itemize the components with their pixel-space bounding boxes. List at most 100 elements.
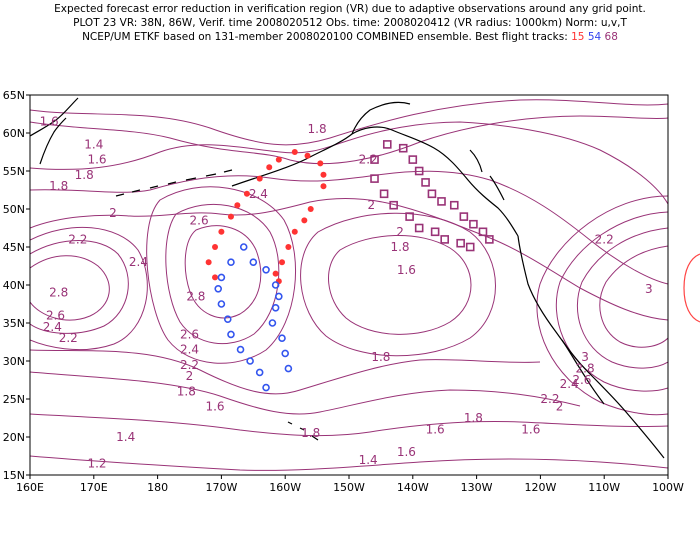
contour-line (30, 255, 110, 321)
contour-label: 2.2 (68, 232, 87, 246)
track-68-square (449, 200, 459, 210)
track-15-dot (301, 217, 308, 224)
lat-tick-label: 25N (3, 393, 25, 406)
contour-label: 2.4 (43, 320, 62, 334)
track-54-circle (278, 334, 286, 343)
lat-tick-label: 35N (3, 317, 25, 330)
track-68-square (414, 223, 424, 233)
contour-label: 1.8 (308, 122, 327, 136)
track-68-square (370, 174, 379, 183)
contour-line (30, 115, 668, 165)
contour-label: 2.6 (190, 213, 209, 227)
flight-track-68 (370, 140, 494, 252)
track-54-circle (227, 330, 235, 339)
track-68-square (382, 140, 392, 149)
track-54-circle (262, 265, 270, 274)
lon-tick-label: 110W (588, 481, 620, 494)
contour-label: 1.8 (301, 426, 320, 440)
contour-label: 1.6 (397, 445, 416, 459)
contour-label: 2 (556, 400, 564, 414)
siberia-coast (30, 97, 79, 137)
track-54-circle (268, 319, 277, 327)
track-68-square (421, 178, 430, 187)
contour-line (165, 203, 280, 345)
track-54-circle (284, 364, 293, 373)
contour-label: 2 (396, 225, 404, 239)
track-15-dot (212, 274, 219, 281)
track-54-circle (262, 383, 270, 392)
contour-label: 1.8 (75, 168, 94, 182)
coastlines (30, 97, 665, 459)
contour-label: 2.8 (186, 289, 205, 303)
contour-line (328, 234, 472, 335)
contour-label: 1.8 (464, 411, 483, 425)
track-54-circle (223, 315, 232, 324)
track-15-dot (256, 175, 263, 182)
lon-tick-label: 160W (269, 481, 301, 494)
contour-line (576, 227, 668, 369)
contour-label: 3 (581, 350, 589, 364)
lat-tick-label: 45N (3, 241, 25, 254)
track-54-circle (249, 258, 258, 267)
lon-tick-label: 160E (16, 481, 44, 494)
contour-line (30, 413, 668, 437)
track-68-square (478, 227, 488, 237)
track-15-dot (275, 156, 282, 163)
axes: 160E 170E 180 170W 160W 150W 140W 130W 120W 110W 1… (3, 89, 684, 494)
contour-label: 1.4 (116, 430, 135, 444)
lon-tick-label: 170W (205, 481, 237, 494)
contour-line (30, 240, 129, 334)
contour-line (30, 121, 668, 205)
map-frame (29, 94, 669, 476)
contour-label: 2 (368, 198, 376, 212)
contour-lines (30, 99, 668, 471)
track-54-circle (246, 357, 254, 365)
track-68-square (389, 200, 398, 210)
lat-tick-label: 20N (3, 431, 25, 444)
kamchatka-coast (39, 117, 67, 165)
lat-tick-label: 50N (3, 203, 25, 216)
title-line-2: PLOT 23 VR: 38N, 86W, Verif. time 200802… (73, 17, 627, 29)
contour-label: 2.2 (540, 392, 559, 406)
track-15-dot (205, 259, 212, 266)
lon-tick-label: 180 (147, 481, 168, 494)
alaska-interior (351, 101, 411, 135)
track-15-dot (307, 206, 314, 212)
contour-line (30, 99, 668, 146)
track-15-dot (291, 228, 298, 235)
track-68-square (485, 235, 494, 244)
contour-line (599, 245, 668, 348)
hawaii-islands (287, 421, 319, 441)
contour-line (184, 225, 262, 319)
contour-line (30, 371, 581, 415)
contour-label: 1.6 (40, 115, 59, 129)
aleutian-chain (115, 169, 233, 197)
contour-label: 1.2 (87, 457, 106, 471)
contour-label: 1.6 (87, 153, 106, 167)
contour-label: 2.4 (180, 343, 199, 357)
track-68-square (379, 189, 389, 199)
canada-islands (469, 149, 505, 201)
contour-line (146, 186, 297, 364)
contour-label: 2.4 (560, 377, 579, 391)
track-68-square (465, 242, 475, 252)
contour-line (30, 198, 668, 321)
track-15-dot (227, 213, 234, 220)
track-68-square (456, 238, 465, 248)
track-15-dot (317, 160, 324, 167)
track-id-68: 68 (604, 31, 618, 43)
track-id-15: 15 (571, 31, 585, 43)
track-15-dot (212, 244, 219, 250)
lat-tick-label: 65N (3, 89, 25, 102)
track-15-dot (234, 202, 241, 209)
contour-line (30, 455, 668, 471)
track-54-circle (217, 300, 226, 308)
track-54-circle (214, 284, 223, 293)
contour-label: 1.8 (390, 240, 409, 254)
track-15-dot (218, 228, 225, 235)
lon-tick-label: 150W (333, 481, 365, 494)
lon-tick-label: 120W (524, 481, 556, 494)
lat-tick-label: 30N (3, 355, 25, 368)
track-15-dot (320, 171, 327, 178)
